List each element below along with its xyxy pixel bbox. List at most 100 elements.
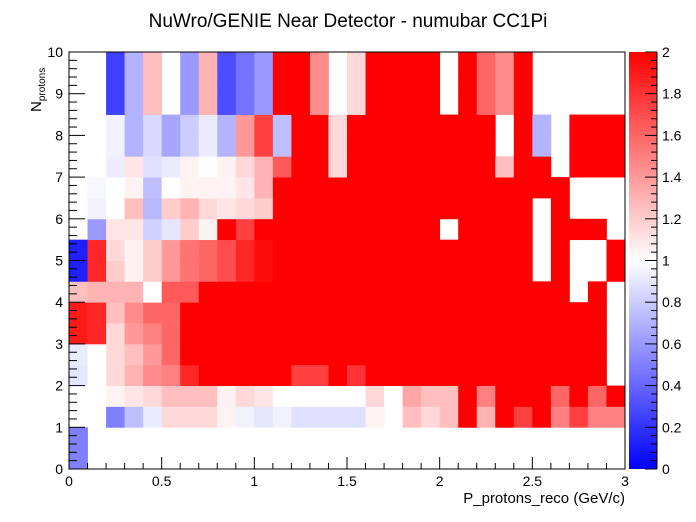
x-axis: 0 0.5 1 1.5 2 2.5 3 — [65, 457, 629, 489]
heatmap-cell — [106, 93, 125, 115]
heatmap-cell — [476, 72, 496, 95]
heatmap-cell — [476, 406, 496, 428]
heatmap-cell — [569, 114, 589, 136]
heatmap-cell — [124, 323, 144, 345]
heatmap-cell — [587, 218, 607, 241]
heatmap-cell — [384, 281, 403, 303]
heatmap-cell — [384, 197, 403, 220]
heatmap-cell — [124, 93, 144, 115]
heatmap-cell — [328, 156, 348, 178]
heatmap-cell — [402, 156, 422, 178]
heatmap-cell — [272, 302, 292, 324]
heatmap-cell — [550, 364, 570, 386]
heatmap-cell — [513, 93, 533, 115]
heatmap-cell — [217, 114, 237, 136]
y-tick-label: 10 — [47, 44, 63, 60]
heatmap-cell — [347, 72, 366, 95]
heatmap-cell — [347, 385, 366, 407]
heatmap-cell — [161, 302, 181, 324]
heatmap-cell — [347, 302, 366, 324]
heatmap-cell — [495, 323, 515, 345]
heatmap-cell — [587, 302, 607, 324]
heatmap-cell — [272, 260, 292, 282]
heatmap-cell — [439, 364, 459, 386]
heatmap-cell — [124, 385, 144, 407]
heatmap-cell — [476, 302, 496, 324]
heatmap-cell — [254, 239, 274, 261]
heatmap-cell — [513, 302, 533, 324]
heatmap-cell — [421, 52, 441, 74]
heatmap-cell — [161, 323, 181, 345]
heatmap-cell — [476, 323, 496, 345]
heatmap-cell — [161, 197, 181, 220]
heatmap-cell — [69, 427, 88, 449]
heatmap-cell — [217, 364, 237, 386]
heatmap-cell — [532, 177, 552, 199]
heatmap-cell — [476, 385, 496, 407]
heatmap-cell — [439, 156, 459, 178]
heatmap-cell — [69, 364, 88, 386]
heatmap-cell — [69, 343, 88, 366]
heatmap-cell — [495, 177, 515, 199]
heatmap-cell — [569, 406, 589, 428]
heatmap-cell — [328, 406, 348, 428]
heatmap-cell — [513, 72, 533, 95]
heatmap-cell — [106, 197, 125, 220]
heatmap-cell — [476, 177, 496, 199]
heatmap-cell — [495, 385, 515, 407]
heatmap-cell — [587, 406, 607, 428]
heatmap-cell — [309, 385, 329, 407]
heatmap-cell — [161, 364, 181, 386]
heatmap-cell — [384, 218, 403, 241]
heatmap-cell — [161, 156, 181, 178]
heatmap-cell — [513, 260, 533, 282]
heatmap-cell — [143, 197, 163, 220]
heatmap-cell — [365, 177, 385, 199]
x-tick-label: 0.5 — [152, 473, 172, 489]
heatmap-cell — [272, 114, 292, 136]
heatmap-cell — [309, 135, 329, 157]
heatmap-cell — [550, 281, 570, 303]
heatmap-cell — [143, 302, 163, 324]
heatmap-cell — [365, 302, 385, 324]
heatmap-cell — [421, 135, 441, 157]
svg-text:Nprotons: Nprotons — [28, 68, 48, 112]
heatmap-cell — [365, 385, 385, 407]
heatmap-cell — [402, 114, 422, 136]
heatmap-cell — [198, 135, 218, 157]
heatmap-cell — [513, 156, 533, 178]
heatmap-cell — [161, 135, 181, 157]
heatmap-cell — [365, 52, 385, 74]
heatmap-cell — [291, 93, 311, 115]
heatmap-cell — [384, 343, 403, 366]
heatmap-cell — [124, 72, 144, 95]
heatmap-cell — [365, 364, 385, 386]
z-tick-label: 1.6 — [662, 127, 682, 143]
heatmap-cell — [532, 114, 552, 136]
heatmap-cell — [458, 281, 478, 303]
heatmap-cell — [180, 385, 200, 407]
heatmap-cell — [291, 260, 311, 282]
heatmap-cell — [384, 93, 403, 115]
heatmap-cell — [550, 406, 570, 428]
heatmap-cell — [402, 197, 422, 220]
heatmap-cell — [458, 323, 478, 345]
heatmap-cell — [532, 385, 552, 407]
heatmap-cell — [384, 302, 403, 324]
heatmap-cell — [587, 385, 607, 407]
heatmap-cell — [606, 135, 626, 157]
heatmap-cell — [143, 323, 163, 345]
heatmap-cell — [291, 364, 311, 386]
heatmap-cell — [384, 156, 403, 178]
heatmap-cell — [495, 406, 515, 428]
heatmap-cell — [476, 343, 496, 366]
heatmap-cell — [532, 406, 552, 428]
heatmap-cell — [328, 135, 348, 157]
heatmap-cell — [291, 385, 311, 407]
heatmap-cell — [217, 135, 237, 157]
heatmap-cell — [402, 218, 422, 241]
heatmap-cell — [458, 385, 478, 407]
heatmap-cell — [550, 260, 570, 282]
heatmap-cell — [309, 218, 329, 241]
heatmap-cell — [272, 343, 292, 366]
